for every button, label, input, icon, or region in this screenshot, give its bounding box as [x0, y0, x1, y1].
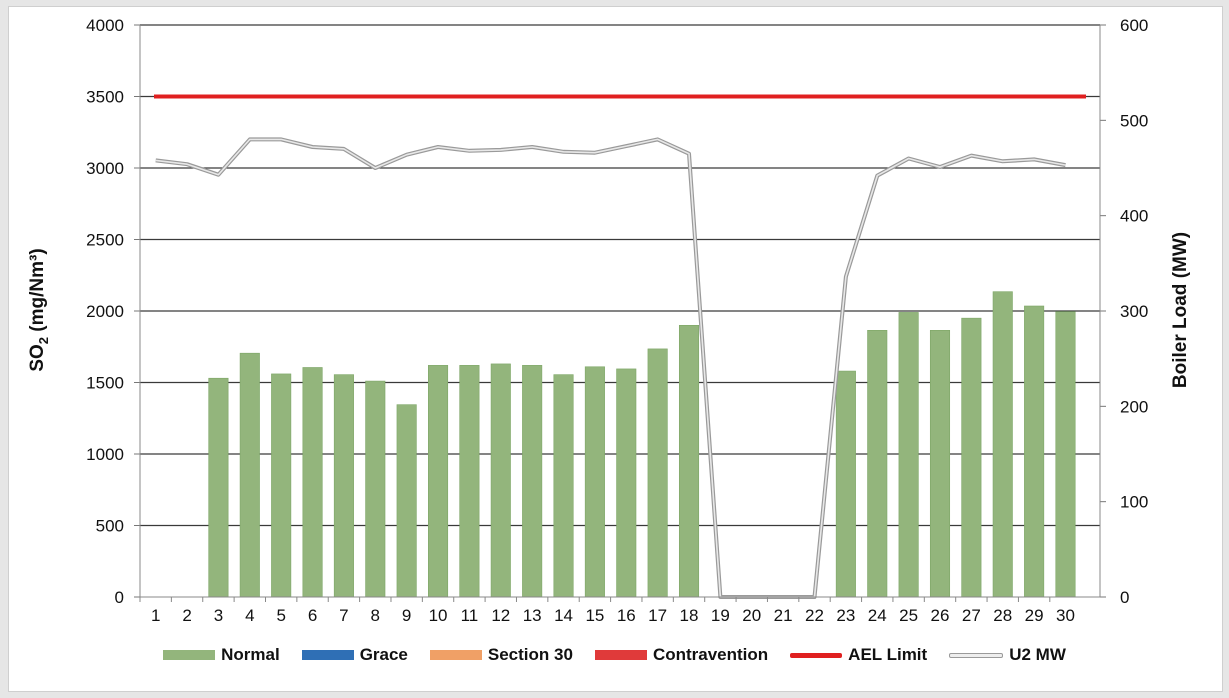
bar-normal: [522, 365, 543, 598]
y-tick-label-left: 3500: [86, 88, 124, 107]
legend-label: Section 30: [487, 645, 573, 664]
x-tick-label: 16: [617, 606, 636, 625]
legend-swatch: [594, 650, 647, 660]
bar-normal: [396, 404, 417, 598]
bars: [208, 291, 1076, 598]
bar-normal: [867, 330, 888, 598]
y-tick-label-left: 0: [115, 588, 124, 607]
bar-normal: [302, 367, 323, 598]
bar-normal: [678, 324, 700, 598]
x-tick-label: 5: [276, 606, 285, 625]
bar-normal: [239, 352, 260, 598]
x-tick-label: 15: [585, 606, 604, 625]
bar-normal: [584, 366, 605, 598]
x-tick-label: 26: [931, 606, 950, 625]
bar-normal: [647, 348, 668, 598]
x-tick-label: 7: [339, 606, 348, 625]
bar-normal: [365, 380, 386, 598]
x-tick-label: 9: [402, 606, 411, 625]
legend-swatch: [163, 650, 216, 660]
axes: 0500100015002000250030003500400001002003…: [86, 16, 1148, 625]
legend-swatch: [949, 652, 1004, 658]
bar-normal: [553, 374, 574, 598]
x-tick-label: 18: [680, 606, 699, 625]
legend-item: Normal: [163, 645, 280, 665]
line-u2-mw: [155, 138, 1066, 598]
legend-label: Normal: [221, 645, 280, 664]
x-tick-label: 25: [899, 606, 918, 625]
y-tick-label-left: 500: [96, 517, 124, 536]
x-tick-label: 8: [371, 606, 380, 625]
y-tick-label-right: 200: [1120, 397, 1148, 416]
x-tick-label: 3: [214, 606, 223, 625]
y-tick-label-left: 2000: [86, 302, 124, 321]
y-tick-label-right: 300: [1120, 302, 1148, 321]
legend-swatch: [429, 650, 482, 660]
y-tick-label-left: 1500: [86, 374, 124, 393]
bar-normal: [992, 291, 1013, 598]
legend-item: Grace: [301, 645, 408, 665]
x-tick-label: 28: [993, 606, 1012, 625]
legend-swatch: [790, 652, 843, 658]
y-tick-label-right: 0: [1120, 588, 1129, 607]
x-tick-label: 2: [182, 606, 191, 625]
x-tick-label: 6: [308, 606, 317, 625]
x-tick-label: 17: [648, 606, 667, 625]
x-tick-label: 14: [554, 606, 573, 625]
legend-item: U2 MW: [949, 645, 1066, 665]
legend-label: U2 MW: [1009, 645, 1066, 664]
bar-normal: [208, 377, 229, 598]
y-tick-label-right: 600: [1120, 16, 1148, 35]
x-tick-label: 13: [523, 606, 542, 625]
y-tick-label-left: 4000: [86, 16, 124, 35]
bar-normal: [961, 317, 982, 598]
x-tick-label: 19: [711, 606, 730, 625]
x-tick-label: 30: [1056, 606, 1075, 625]
x-tick-label: 4: [245, 606, 254, 625]
x-tick-label: 22: [805, 606, 824, 625]
x-tick-label: 20: [742, 606, 761, 625]
legend-item: Contravention: [594, 645, 769, 665]
bar-normal: [490, 363, 511, 598]
legend-label: AEL Limit: [848, 645, 928, 664]
legend-item: Section 30: [429, 645, 573, 665]
x-tick-label: 27: [962, 606, 981, 625]
y-tick-label-right: 500: [1120, 111, 1148, 130]
bar-normal: [1055, 311, 1076, 598]
y-tick-label-right: 400: [1120, 207, 1148, 226]
bar-normal: [1024, 305, 1045, 598]
x-tick-label: 12: [491, 606, 510, 625]
x-tick-label: 21: [774, 606, 793, 625]
y-tick-label-left: 3000: [86, 159, 124, 178]
x-tick-label: 1: [151, 606, 160, 625]
x-tick-label: 29: [1025, 606, 1044, 625]
y-tick-label-left: 1000: [86, 445, 124, 464]
y-axis-title-right: Boiler Load (MW): [1170, 232, 1191, 388]
y-tick-label-left: 2500: [86, 231, 124, 250]
legend-swatch: [301, 650, 354, 660]
x-tick-label: 23: [836, 606, 855, 625]
series-lines: [154, 94, 1086, 599]
bar-normal: [428, 365, 449, 598]
legend-item: AEL Limit: [790, 645, 927, 665]
y-axis-title-left: SO2 (mg/Nm³): [27, 248, 51, 371]
bar-normal: [898, 312, 919, 598]
bar-normal: [271, 373, 292, 598]
bar-normal: [835, 370, 856, 598]
x-tick-label: 24: [868, 606, 887, 625]
line-u2-mw-outline: [155, 137, 1066, 599]
legend-label: Contravention: [652, 645, 769, 664]
legend: Normal Grace Section 30 Contravention AEL Li…: [0, 640, 1229, 670]
bar-normal: [616, 368, 637, 598]
bar-normal: [929, 330, 951, 598]
legend-label: Grace: [359, 645, 408, 664]
bar-normal: [333, 374, 354, 598]
x-tick-label: 10: [429, 606, 448, 625]
x-tick-label: 11: [461, 606, 479, 625]
y-tick-label-right: 100: [1120, 493, 1148, 512]
bar-normal: [459, 365, 480, 598]
